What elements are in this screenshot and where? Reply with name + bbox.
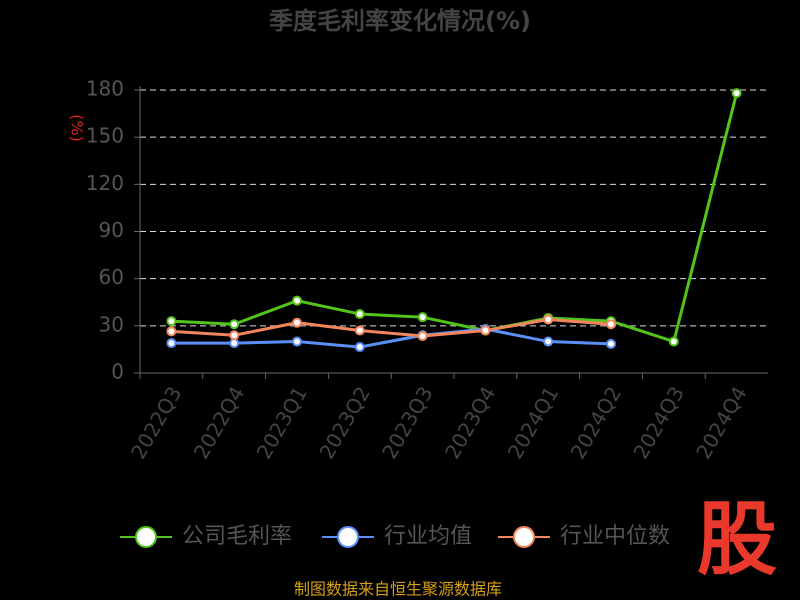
point [543, 314, 554, 325]
point [480, 325, 491, 336]
series-line [171, 327, 612, 349]
point [354, 325, 365, 336]
point [417, 331, 428, 342]
point [292, 295, 302, 306]
legend-marker [337, 526, 359, 548]
point [606, 338, 616, 349]
y-tick-label: 120 [86, 171, 124, 195]
point [229, 330, 240, 341]
y-tick-label: 0 [111, 360, 124, 384]
y-tick-label: 30 [99, 312, 124, 336]
point [417, 312, 428, 323]
point [354, 342, 365, 353]
point [166, 326, 177, 337]
y-axis-label: (%) [68, 114, 87, 142]
point [354, 309, 365, 320]
series-line [171, 92, 739, 344]
point [606, 319, 616, 330]
y-tick-label: 180 [86, 77, 124, 101]
legend-label: 行业均值 [384, 524, 472, 549]
point [543, 336, 554, 347]
point [292, 317, 302, 328]
point [166, 316, 177, 327]
legend-label: 公司毛利率 [182, 524, 292, 549]
chart-title: 季度毛利率变化情况(%) [269, 7, 531, 35]
point [668, 336, 679, 347]
point [292, 336, 302, 347]
legend-marker [513, 526, 535, 548]
legend-label: 行业中位数 [560, 524, 670, 549]
source-note: 制图数据来自恒生聚源数据库 [294, 580, 502, 599]
point [229, 319, 240, 330]
point [731, 88, 742, 99]
point [166, 338, 177, 349]
y-tick-label: 60 [99, 265, 124, 289]
legend-marker [135, 526, 157, 548]
logo: 股 [697, 493, 777, 586]
y-tick-label: 150 [86, 124, 124, 148]
series-line [171, 318, 612, 338]
point [229, 338, 240, 349]
y-tick-label: 90 [99, 218, 124, 242]
